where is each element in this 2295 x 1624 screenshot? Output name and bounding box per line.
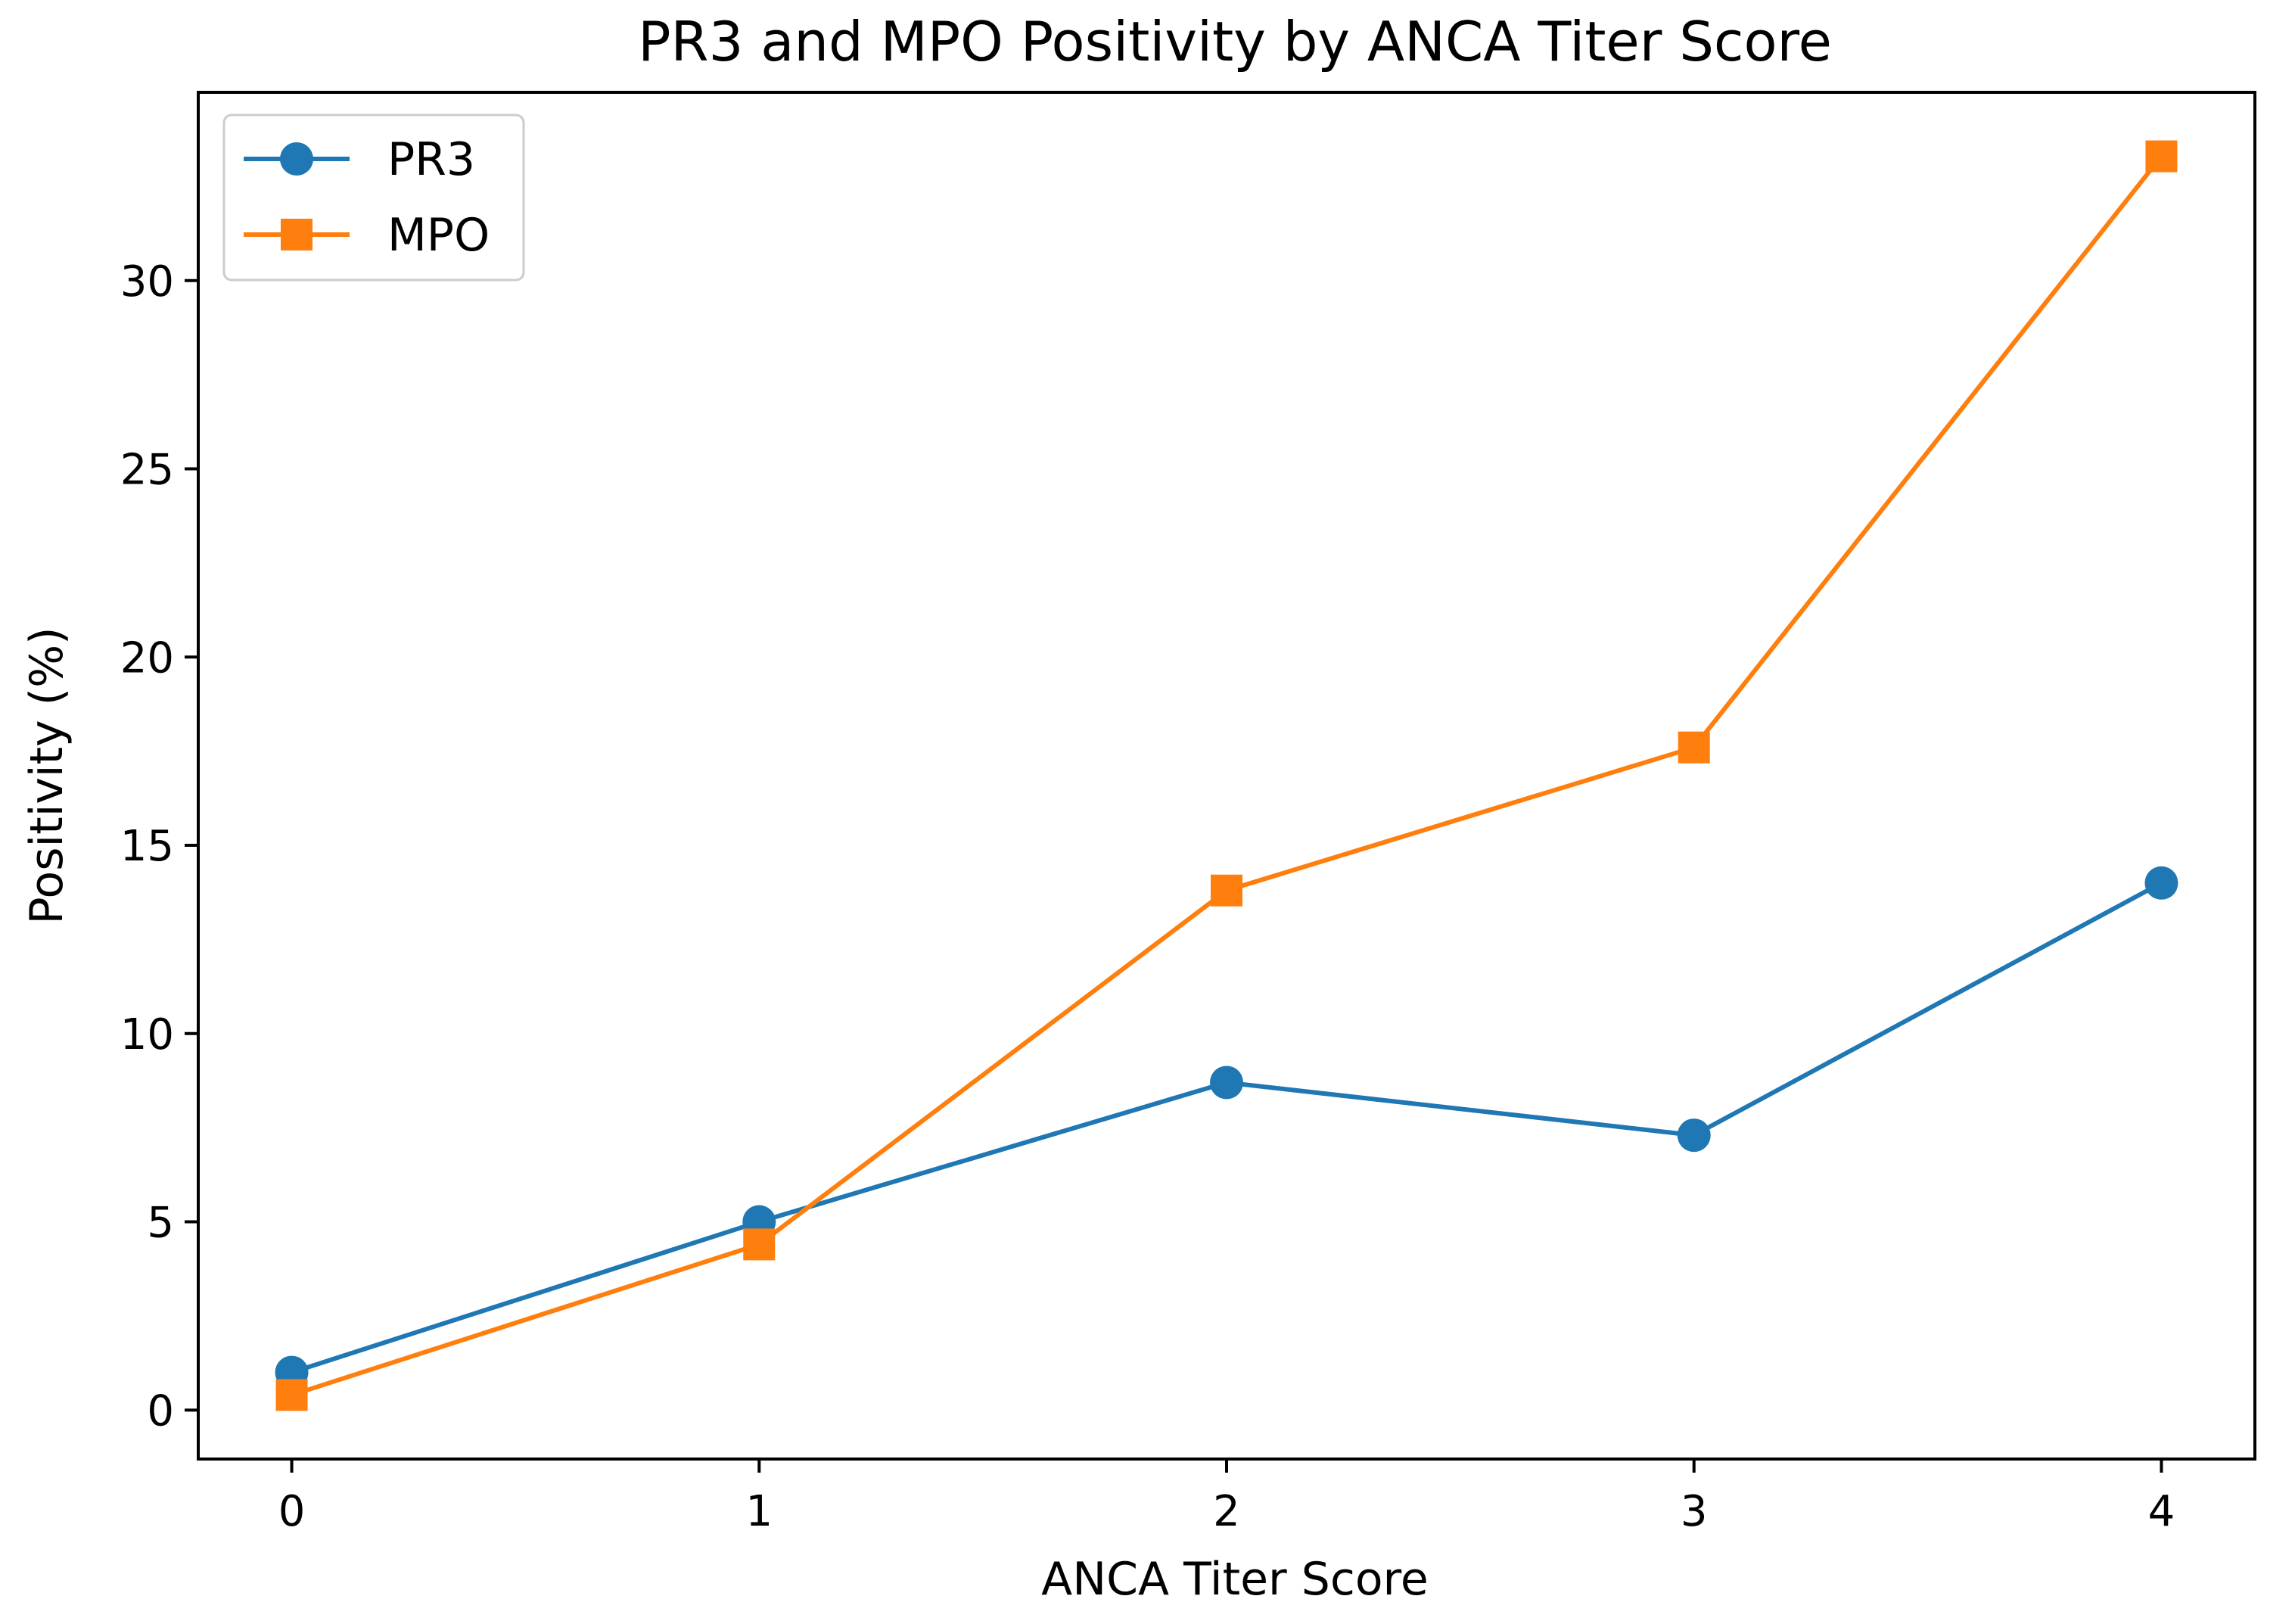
x-tick-label: 3 — [1681, 1487, 1708, 1536]
y-axis: 0 5 10 15 20 25 30 — [120, 257, 198, 1436]
y-tick-label: 5 — [147, 1199, 174, 1248]
y-tick-label: 20 — [120, 633, 174, 683]
x-tick-label: 0 — [278, 1487, 306, 1536]
series-line-pr3 — [291, 881, 2163, 1375]
legend-label-pr3: PR3 — [387, 133, 475, 186]
x-tick-label: 4 — [2148, 1487, 2175, 1536]
data-point-mpo — [275, 1379, 308, 1411]
legend: PR3 MPO — [222, 114, 525, 282]
y-tick-label: 25 — [120, 446, 174, 495]
chart-title: PR3 and MPO Positivity by ANCA Titer Sco… — [638, 10, 1832, 73]
data-point-mpo — [1678, 731, 1710, 764]
legend-marker-pr3 — [280, 142, 313, 176]
data-point-mpo — [743, 1228, 776, 1261]
x-tick-label: 1 — [745, 1487, 773, 1536]
y-tick-label: 15 — [120, 822, 174, 871]
legend-label-mpo: MPO — [387, 209, 490, 262]
data-point-mpo — [2145, 140, 2178, 173]
y-tick-label: 30 — [120, 257, 174, 306]
y-tick-label: 10 — [120, 1010, 174, 1059]
x-axis-label: ANCA Titer Score — [1041, 1553, 1429, 1606]
y-tick-label: 0 — [147, 1386, 174, 1436]
data-point-pr3 — [1677, 1118, 1711, 1153]
plot-area — [197, 91, 2256, 1461]
plot-frame — [197, 91, 2256, 1461]
legend-marker-mpo — [281, 219, 313, 250]
data-point-pr3 — [2144, 866, 2178, 900]
x-tick-label: 2 — [1213, 1487, 1240, 1536]
y-axis-label: Positivity (%) — [20, 627, 73, 925]
x-axis: 0 1 2 3 4 — [278, 1459, 2175, 1536]
series-layer — [275, 140, 2178, 1411]
data-point-pr3 — [1210, 1066, 1243, 1100]
series-line-mpo — [291, 154, 2163, 1398]
data-point-mpo — [1211, 874, 1242, 907]
